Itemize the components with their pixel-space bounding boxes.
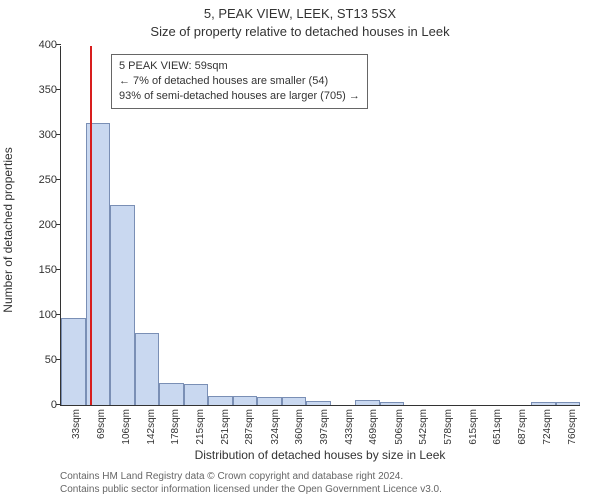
x-tick-label: 542sqm (418, 409, 429, 445)
y-tick-label: 300 (27, 129, 61, 141)
x-tick-label: 724sqm (542, 409, 553, 445)
y-tick-label: 350 (27, 84, 61, 96)
footnote: Contains HM Land Registry data © Crown c… (60, 471, 580, 496)
histogram-bar (110, 205, 135, 405)
x-tick-label: 287sqm (244, 409, 255, 445)
property-size-chart: 5, PEAK VIEW, LEEK, ST13 5SX Size of pro… (0, 0, 600, 500)
histogram-bar (380, 402, 405, 405)
histogram-bar (531, 402, 556, 405)
histogram-bar (355, 400, 380, 405)
y-tick-label: 200 (27, 219, 61, 231)
x-tick-label: 178sqm (170, 409, 181, 445)
x-axis-label: Distribution of detached houses by size … (60, 448, 580, 462)
x-tick-label: 615sqm (468, 409, 479, 445)
annotation-line: 93% of semi-detached houses are larger (… (119, 89, 360, 104)
x-tick-label: 251sqm (220, 409, 231, 445)
y-tick-mark (56, 179, 61, 180)
y-axis-label: Number of detached properties (1, 147, 15, 312)
x-tick-label: 506sqm (394, 409, 405, 445)
y-tick-label: 250 (27, 174, 61, 186)
reference-line (90, 46, 92, 405)
x-tick-label: 106sqm (121, 409, 132, 445)
histogram-bar (257, 397, 282, 405)
y-tick-mark (56, 269, 61, 270)
histogram-bar (233, 396, 258, 405)
x-tick-label: 687sqm (517, 409, 528, 445)
histogram-bar (135, 333, 160, 405)
x-tick-label: 469sqm (368, 409, 379, 445)
annotation-line: 5 PEAK VIEW: 59sqm (119, 59, 360, 74)
annotation-box: 5 PEAK VIEW: 59sqm ← 7% of detached hous… (111, 54, 368, 109)
histogram-bar (306, 401, 331, 405)
annotation-line: ← 7% of detached houses are smaller (54) (119, 74, 360, 89)
y-tick-mark (56, 224, 61, 225)
histogram-bar (556, 402, 581, 405)
y-tick-mark (56, 314, 61, 315)
plot-area: 05010015020025030035040033sqm69sqm106sqm… (60, 46, 580, 406)
histogram-bar (208, 396, 233, 405)
y-tick-mark (56, 44, 61, 45)
y-tick-label: 100 (27, 309, 61, 321)
x-tick-label: 433sqm (344, 409, 355, 445)
histogram-bar (282, 397, 307, 405)
y-tick-label: 0 (27, 399, 61, 411)
y-tick-label: 400 (27, 39, 61, 51)
x-tick-label: 578sqm (443, 409, 454, 445)
x-tick-label: 33sqm (71, 409, 82, 439)
x-tick-label: 142sqm (146, 409, 157, 445)
chart-title-description: Size of property relative to detached ho… (0, 24, 600, 39)
footnote-line: Contains HM Land Registry data © Crown c… (60, 471, 580, 484)
x-tick-label: 360sqm (294, 409, 305, 445)
x-tick-label: 397sqm (319, 409, 330, 445)
y-tick-mark (56, 89, 61, 90)
x-tick-label: 215sqm (195, 409, 206, 445)
x-tick-label: 69sqm (96, 409, 107, 439)
footnote-line: Contains public sector information licen… (60, 484, 580, 497)
chart-title-address: 5, PEAK VIEW, LEEK, ST13 5SX (0, 6, 600, 21)
y-tick-mark (56, 134, 61, 135)
y-tick-label: 50 (27, 354, 61, 366)
x-tick-label: 324sqm (270, 409, 281, 445)
x-tick-label: 760sqm (567, 409, 578, 445)
x-tick-label: 651sqm (492, 409, 503, 445)
y-tick-label: 150 (27, 264, 61, 276)
histogram-bar (184, 384, 209, 405)
histogram-bar (61, 318, 86, 405)
histogram-bar (159, 383, 184, 405)
